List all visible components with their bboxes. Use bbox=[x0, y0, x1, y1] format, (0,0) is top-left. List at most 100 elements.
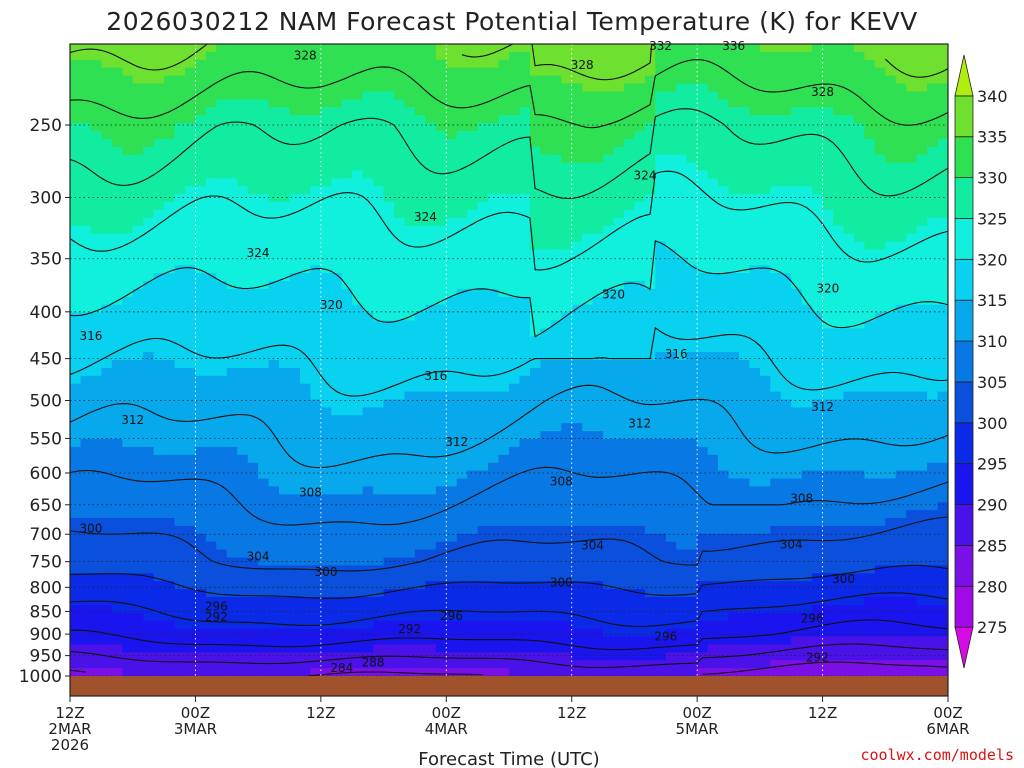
field-cell bbox=[279, 589, 291, 598]
field-cell bbox=[341, 407, 353, 416]
field-cell bbox=[540, 115, 552, 124]
field-cell bbox=[467, 130, 479, 140]
field-cell bbox=[132, 320, 144, 329]
field-cell bbox=[70, 360, 82, 369]
field-cell bbox=[477, 502, 489, 511]
field-cell bbox=[195, 660, 207, 669]
field-cell bbox=[394, 541, 406, 551]
field-cell bbox=[122, 281, 134, 290]
field-cell bbox=[592, 565, 604, 574]
field-cell bbox=[509, 91, 521, 100]
field-cell bbox=[655, 549, 667, 559]
field-cell bbox=[488, 423, 500, 432]
field-cell bbox=[362, 265, 374, 274]
field-cell bbox=[320, 83, 332, 92]
field-cell bbox=[341, 186, 353, 195]
field-cell bbox=[603, 154, 615, 164]
field-cell bbox=[216, 146, 228, 156]
field-cell bbox=[80, 233, 92, 243]
field-cell bbox=[174, 660, 186, 669]
field-cell bbox=[446, 612, 458, 622]
field-cell bbox=[603, 597, 615, 606]
field-cell bbox=[373, 494, 385, 503]
field-cell bbox=[488, 644, 500, 653]
field-cell bbox=[414, 604, 426, 614]
field-cell bbox=[279, 494, 291, 503]
field-cell bbox=[404, 146, 416, 156]
field-cell bbox=[352, 533, 364, 543]
field-cell bbox=[164, 288, 176, 298]
field-cell bbox=[634, 67, 646, 77]
field-cell bbox=[80, 186, 92, 195]
field-cell bbox=[362, 415, 374, 424]
field-cell bbox=[80, 494, 92, 503]
field-cell bbox=[352, 375, 364, 385]
field-cell bbox=[122, 44, 134, 53]
field-cell bbox=[80, 51, 92, 61]
field-cell bbox=[174, 636, 186, 645]
field-cell bbox=[237, 194, 249, 203]
field-cell bbox=[509, 518, 521, 527]
field-cell bbox=[624, 67, 636, 77]
field-cell bbox=[550, 107, 562, 116]
field-cell bbox=[300, 91, 312, 100]
field-cell bbox=[707, 446, 719, 456]
field-cell bbox=[498, 241, 510, 250]
field-cell bbox=[603, 636, 615, 645]
field-cell bbox=[258, 533, 270, 543]
field-cell bbox=[498, 320, 510, 329]
field-cell bbox=[644, 233, 656, 243]
field-cell bbox=[268, 146, 280, 156]
field-cell bbox=[613, 130, 625, 140]
field-cell bbox=[582, 91, 594, 100]
field-cell bbox=[571, 478, 583, 487]
field-cell bbox=[592, 533, 604, 543]
field-cell bbox=[383, 233, 395, 243]
field-cell bbox=[153, 628, 165, 638]
field-cell bbox=[425, 407, 437, 416]
field-cell bbox=[571, 296, 583, 306]
field-cell bbox=[582, 462, 594, 472]
field-cell bbox=[686, 525, 698, 535]
field-cell bbox=[205, 217, 217, 227]
field-cell bbox=[624, 296, 636, 306]
field-cell bbox=[132, 423, 144, 432]
field-cell bbox=[707, 75, 719, 85]
field-cell bbox=[644, 525, 656, 535]
field-cell bbox=[519, 604, 531, 614]
field-cell bbox=[216, 257, 228, 266]
field-cell bbox=[425, 344, 437, 353]
field-cell bbox=[624, 209, 636, 219]
field-cell bbox=[697, 431, 709, 440]
field-cell bbox=[519, 344, 531, 353]
field-cell bbox=[529, 565, 541, 574]
field-cell bbox=[613, 241, 625, 250]
field-cell bbox=[550, 99, 562, 108]
field-cell bbox=[686, 612, 698, 622]
field-cell bbox=[707, 336, 719, 345]
field-cell bbox=[153, 383, 165, 393]
field-cell bbox=[80, 604, 92, 614]
field-cell bbox=[707, 281, 719, 290]
field-cell bbox=[268, 383, 280, 393]
field-cell bbox=[613, 170, 625, 179]
field-cell bbox=[341, 431, 353, 440]
field-cell bbox=[603, 67, 615, 77]
field-cell bbox=[205, 399, 217, 408]
field-cell bbox=[153, 241, 165, 250]
field-cell bbox=[268, 352, 280, 361]
field-cell bbox=[237, 446, 249, 456]
field-cell bbox=[101, 265, 113, 274]
field-cell bbox=[122, 296, 134, 306]
field-cell bbox=[676, 604, 688, 614]
field-cell bbox=[122, 423, 134, 432]
field-cell bbox=[582, 273, 594, 282]
field-cell bbox=[592, 59, 604, 69]
field-cell bbox=[185, 589, 197, 598]
field-cell bbox=[582, 209, 594, 219]
field-cell bbox=[686, 644, 698, 653]
field-cell bbox=[624, 486, 636, 495]
field-cell bbox=[268, 44, 280, 53]
field-cell bbox=[268, 604, 280, 614]
field-cell bbox=[153, 162, 165, 171]
